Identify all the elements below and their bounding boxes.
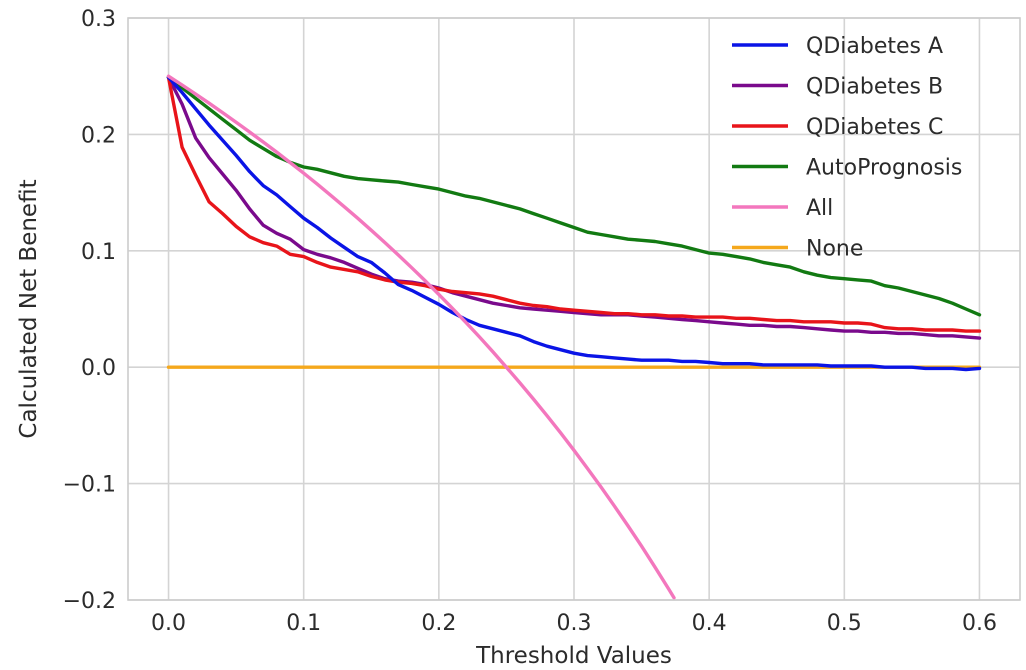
x-tick-label: 0.6 (962, 611, 997, 636)
y-tick-label: 0.1 (81, 240, 116, 265)
y-tick-labels: −0.2 −0.1 0.0 0.1 0.2 0.3 (63, 7, 116, 614)
y-axis-label: Calculated Net Benefit (16, 179, 42, 438)
series-line-qdiabetes-a (166, 75, 982, 372)
y-tick-label: 0.2 (81, 123, 116, 148)
series-line-autoprognosis (166, 75, 982, 317)
series-lines (166, 74, 982, 600)
x-axis-label: Threshold Values (475, 643, 672, 669)
x-tick-label: 0.3 (557, 611, 592, 636)
y-tick-label: −0.2 (63, 589, 116, 614)
y-tick-label: −0.1 (63, 473, 116, 498)
x-tick-label: 0.1 (286, 611, 321, 636)
legend-label-autoprognosis: AutoPrognosis (806, 156, 962, 181)
y-tick-label: 0.0 (81, 356, 116, 381)
legend-label-qdiabetes-a: QDiabetes A (806, 34, 943, 59)
plot-frame (127, 17, 1021, 601)
x-tick-label: 0.2 (421, 611, 456, 636)
y-tick-label: 0.3 (81, 7, 116, 32)
legend-label-qdiabetes-b: QDiabetes B (806, 75, 943, 100)
legend-label-qdiabetes-c: QDiabetes C (806, 115, 943, 140)
series-line-qdiabetes-c (166, 75, 982, 333)
legend-label-all: All (806, 196, 833, 221)
series-line-all (166, 74, 676, 600)
x-tick-label: 0.5 (827, 611, 862, 636)
legend-label-none: None (806, 237, 863, 262)
x-tick-labels: 0.0 0.1 0.2 0.3 0.4 0.5 0.6 (151, 611, 997, 636)
x-tick-label: 0.4 (692, 611, 727, 636)
series-line-qdiabetes-b (166, 75, 982, 340)
legend: QDiabetes A QDiabetes B QDiabetes C AutoPro… (732, 34, 962, 262)
x-tick-label: 0.0 (151, 611, 186, 636)
